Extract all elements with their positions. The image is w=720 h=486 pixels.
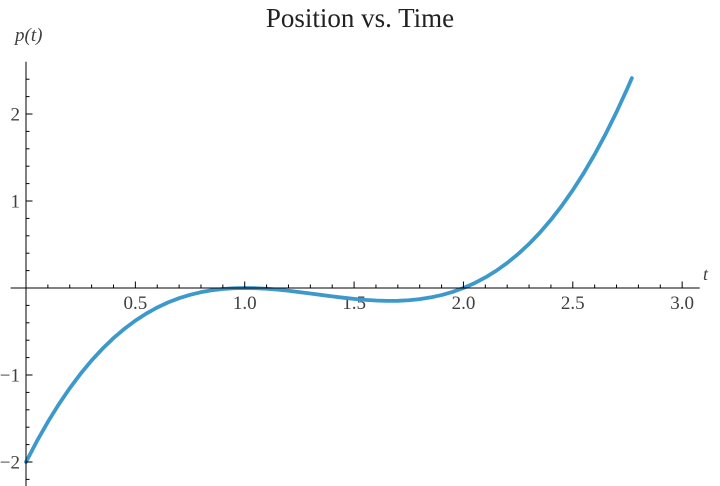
x-axis-label: t	[703, 264, 709, 284]
x-tick-label: 2.5	[561, 293, 585, 314]
x-tick-label: 0.5	[123, 293, 147, 314]
y-tick-label: −1	[0, 366, 20, 387]
y-tick-label: −2	[0, 453, 20, 474]
x-tick-label: 2.0	[452, 293, 476, 314]
y-tick-label: 2	[11, 105, 21, 126]
x-tick-label: 1.0	[233, 293, 257, 314]
chart-title: Position vs. Time	[265, 3, 455, 33]
tick-labels-layer: 0.5 1.0 1.5 2.0 2.5 3.0−2−112	[0, 105, 694, 474]
curve-layer	[24, 76, 634, 464]
y-tick-label: 1	[11, 192, 21, 213]
y-axis-label: p(t)	[15, 25, 43, 46]
x-tick-label: 3.0	[670, 293, 694, 314]
axes-layer	[10, 61, 700, 486]
position-curve	[24, 76, 634, 464]
